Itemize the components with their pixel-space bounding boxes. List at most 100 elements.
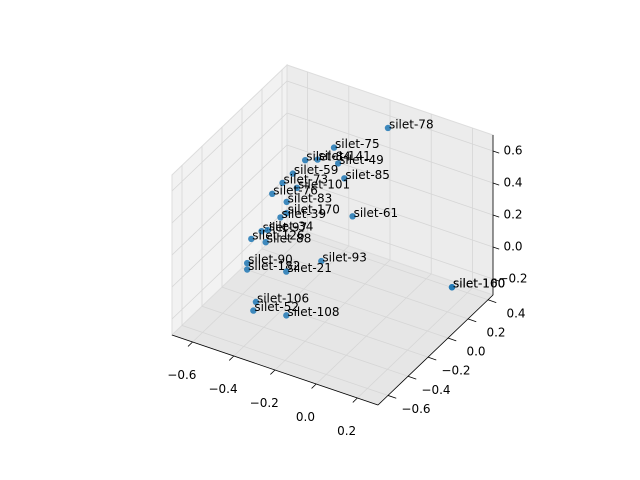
y-axis <box>377 294 494 406</box>
x-tick <box>187 341 193 347</box>
z-tick <box>492 182 500 186</box>
z-tick-label: 0.6 <box>503 144 522 158</box>
point <box>330 144 338 151</box>
grid-line <box>171 80 288 192</box>
x-tick <box>352 397 358 403</box>
point <box>269 190 276 197</box>
point-label: silet-101 <box>298 177 350 191</box>
z-tick <box>492 150 500 154</box>
point-label: silet-90 <box>248 253 293 267</box>
y-tick <box>487 299 497 303</box>
point-label: silet-141 <box>319 149 371 163</box>
point-label: silet-75 <box>335 137 380 151</box>
point-label: silet-93 <box>322 251 367 265</box>
point <box>277 214 284 221</box>
x-tick <box>270 369 276 375</box>
point <box>283 198 290 206</box>
point <box>302 157 309 164</box>
x-tick <box>311 383 317 389</box>
y-tick-label: −0.6 <box>401 402 430 416</box>
grid-line <box>286 144 494 216</box>
point <box>334 160 342 167</box>
point <box>349 213 356 220</box>
y-tick-label: 0.2 <box>486 325 505 339</box>
point-label: silet-160 <box>453 277 505 291</box>
grid-line <box>274 259 391 371</box>
point <box>252 298 260 306</box>
x-axis <box>171 334 379 406</box>
point <box>283 209 290 217</box>
point <box>283 312 290 319</box>
x-tick <box>228 355 235 361</box>
point-label: silet-88 <box>267 232 312 246</box>
y-tick <box>387 395 397 399</box>
point-label: silet-21 <box>287 261 332 275</box>
point-label: silet-85 <box>345 168 390 182</box>
point <box>258 228 265 235</box>
grid-line <box>357 287 473 399</box>
point-label: silet-100 <box>453 277 505 291</box>
x-tick-label: −0.4 <box>208 382 237 396</box>
z-tick <box>492 278 500 282</box>
grid-line <box>241 267 449 339</box>
point <box>262 239 269 246</box>
point <box>341 175 348 182</box>
point-label: silet-59 <box>294 163 339 177</box>
z-tick-label: 0.2 <box>503 208 522 222</box>
point <box>293 184 301 191</box>
grid-line <box>171 112 288 224</box>
point <box>283 268 290 275</box>
y-tick-label: −0.2 <box>441 364 470 378</box>
grid-line <box>286 80 494 152</box>
grid-line <box>171 176 288 288</box>
y-tick-label: 0.0 <box>466 345 485 359</box>
grid-line <box>171 144 288 256</box>
point-label: silet-78 <box>389 117 434 131</box>
point <box>264 226 271 234</box>
point-label: silet-61 <box>354 206 399 220</box>
point-label: silet-106 <box>257 292 309 306</box>
y-tick <box>407 375 417 380</box>
point <box>248 235 255 243</box>
point-label: silet-39 <box>281 207 326 221</box>
point-label: silet-76 <box>273 183 318 197</box>
z-tick-label: 0.0 <box>503 240 522 254</box>
y-tick-label: −0.4 <box>421 383 450 397</box>
z-tick <box>492 246 500 250</box>
x-tick-label: 0.0 <box>296 410 315 424</box>
grid-line <box>286 112 494 184</box>
point-label: silet-52 <box>254 300 299 314</box>
point <box>279 179 286 187</box>
point-label: silet-170 <box>288 203 340 217</box>
point <box>448 284 456 291</box>
z-tick-label: 0.4 <box>503 176 522 190</box>
point-label: silet-97 <box>263 221 308 235</box>
z-tick-label: −0.2 <box>498 272 527 286</box>
grid-line <box>261 248 469 320</box>
y-tick <box>467 318 477 323</box>
point <box>314 156 321 163</box>
z-tick <box>492 214 500 218</box>
x-tick-label: 0.2 <box>337 424 356 438</box>
x-tick-label: −0.2 <box>250 396 279 410</box>
grid-line <box>233 245 350 357</box>
point-label: silet-84 <box>306 150 351 164</box>
grid-line <box>181 325 389 396</box>
point-label: silet-49 <box>339 153 384 167</box>
point <box>243 266 251 273</box>
point-label: silet-83 <box>288 191 333 205</box>
y-tick-label: 0.4 <box>506 306 525 320</box>
y-tick <box>427 356 437 361</box>
point <box>250 307 257 314</box>
grid-line <box>286 208 494 280</box>
point-label: silet-73 <box>284 172 329 186</box>
point <box>318 257 325 265</box>
grid-line <box>286 176 494 248</box>
point-label: silet-108 <box>287 305 339 319</box>
point-label: silet-34 <box>269 220 314 234</box>
point <box>289 170 297 177</box>
grid-line <box>192 231 308 343</box>
point <box>384 124 392 132</box>
point <box>243 259 251 267</box>
